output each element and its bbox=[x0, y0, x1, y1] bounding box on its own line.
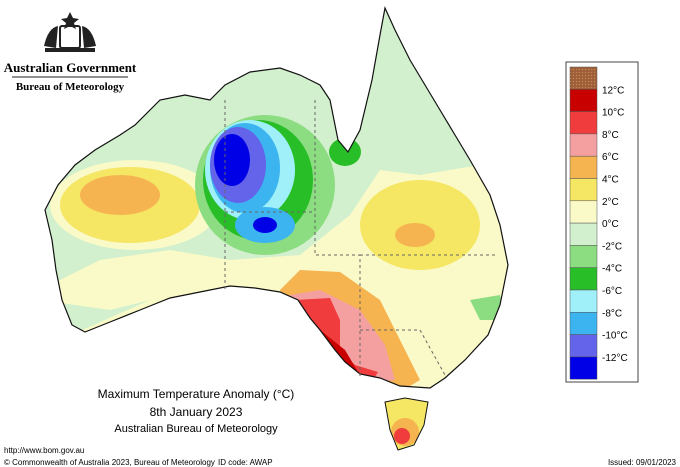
legend-swatch bbox=[569, 267, 598, 291]
legend-label: 8°C bbox=[602, 130, 619, 141]
map-date: 8th January 2023 bbox=[150, 405, 243, 419]
legend-label: -4°C bbox=[602, 264, 622, 275]
legend-label: 4°C bbox=[602, 175, 619, 186]
legend-swatch bbox=[569, 178, 598, 202]
legend-swatch bbox=[569, 222, 598, 246]
legend-swatch bbox=[569, 200, 598, 224]
legend-label: 0°C bbox=[602, 219, 619, 230]
legend-swatch bbox=[569, 289, 598, 313]
government-name: Australian Government bbox=[4, 60, 137, 75]
legend: 12°C 10°C 8°C 6°C 4°C 2°C 0°C -2°C -4°C -6°C -8°C -… bbox=[569, 66, 628, 380]
legend-label: -8°C bbox=[602, 308, 622, 319]
legend-label: 2°C bbox=[602, 197, 619, 208]
legend-swatch bbox=[569, 66, 598, 90]
url: http://www.bom.gov.au bbox=[4, 446, 84, 455]
legend-label: -12°C bbox=[602, 353, 628, 364]
legend-swatch bbox=[569, 133, 598, 157]
legend-label: 12°C bbox=[602, 85, 624, 96]
issued: Issued: 09/01/2023 bbox=[608, 458, 677, 467]
state-borders bbox=[224, 100, 495, 378]
id-code: ID code: AWAP bbox=[218, 458, 273, 467]
tasmania-coast bbox=[384, 397, 429, 451]
legend-label: 6°C bbox=[602, 152, 619, 163]
copyright: © Commonwealth of Australia 2023, Bureau… bbox=[4, 458, 215, 467]
legend-swatch bbox=[569, 245, 598, 268]
legend-label: -6°C bbox=[602, 286, 622, 297]
map-title: Maximum Temperature Anomaly (°C) bbox=[98, 387, 295, 401]
legend-swatch bbox=[569, 356, 598, 380]
bureau-name: Bureau of Meteorology bbox=[16, 81, 125, 93]
crest bbox=[44, 12, 96, 52]
legend-label: 10°C bbox=[602, 108, 624, 119]
legend-swatch bbox=[569, 89, 598, 112]
legend-label: -2°C bbox=[602, 241, 622, 252]
legend-swatch bbox=[569, 334, 598, 358]
legend-swatch bbox=[569, 312, 598, 335]
legend-swatch bbox=[569, 111, 598, 135]
legend-label: -10°C bbox=[602, 331, 628, 342]
legend-swatch bbox=[569, 155, 598, 179]
map-source: Australian Bureau of Meteorology bbox=[114, 423, 278, 435]
